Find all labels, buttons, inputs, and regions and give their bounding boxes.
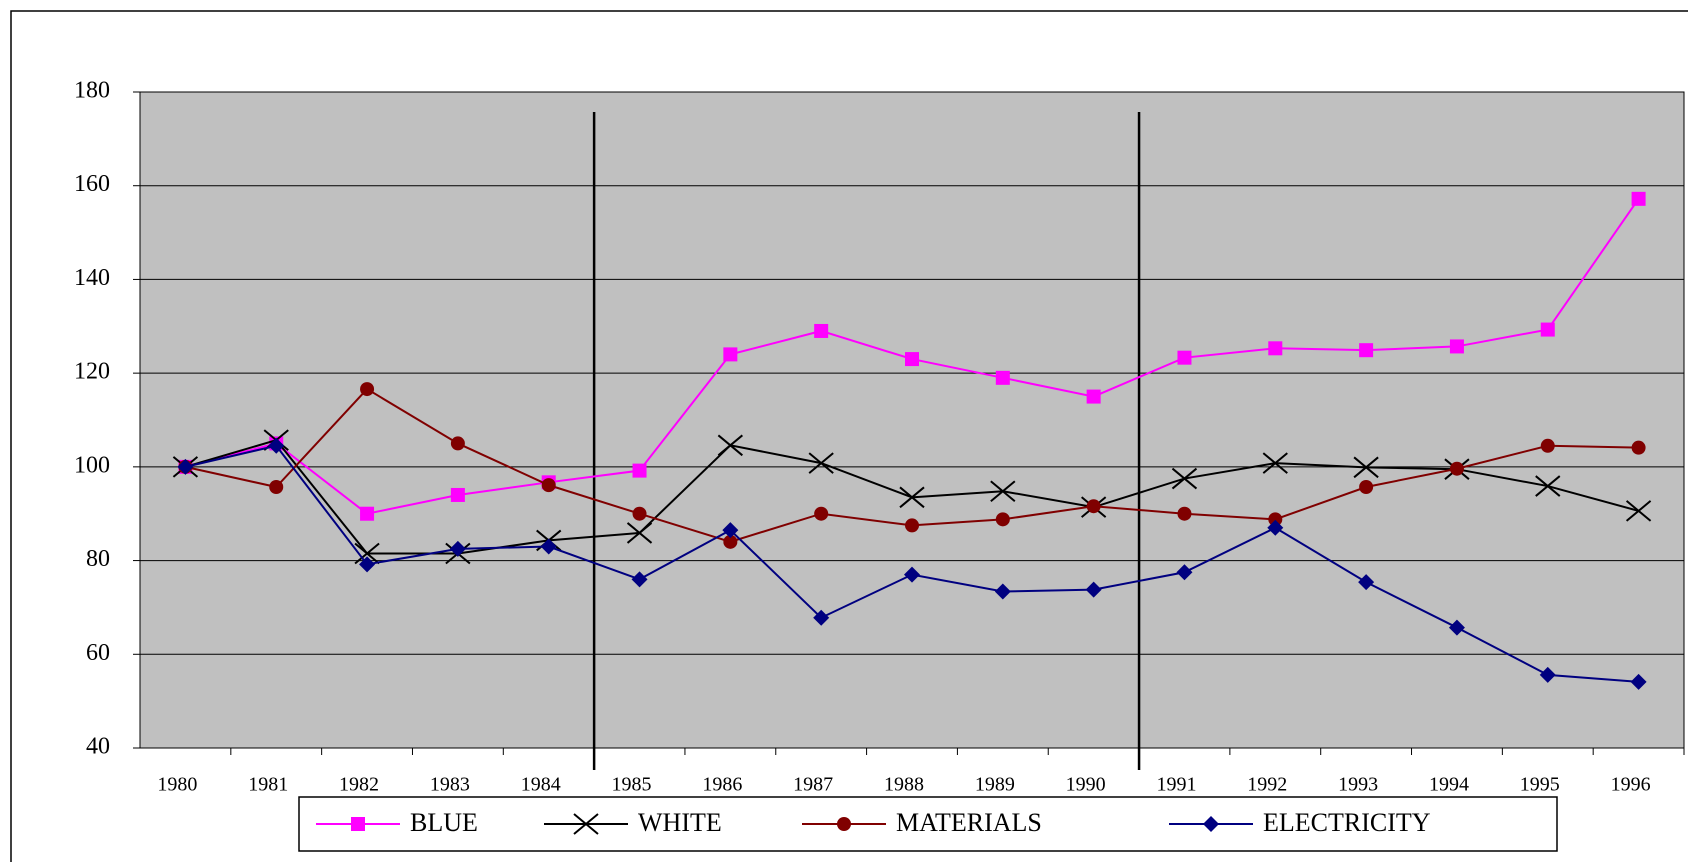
x-tick-label: 1996 — [1611, 774, 1651, 796]
marker — [1448, 619, 1465, 636]
legend-label: ELECTRICITY — [1263, 808, 1431, 837]
x-tick-label: 1986 — [702, 774, 742, 796]
marker — [1625, 500, 1652, 522]
x-tick-label: 1991 — [1156, 774, 1196, 796]
marker — [905, 518, 919, 533]
marker — [1535, 475, 1561, 497]
y-tick-label: 60 — [86, 640, 110, 666]
legend-marker — [351, 817, 365, 831]
marker — [1631, 440, 1646, 455]
y-tick-label: 120 — [74, 359, 110, 385]
marker — [360, 506, 375, 521]
marker — [360, 382, 375, 397]
marker — [1268, 512, 1283, 527]
x-tick-label: 1989 — [975, 774, 1015, 796]
marker — [990, 480, 1016, 502]
marker — [1631, 191, 1646, 206]
marker — [904, 566, 920, 583]
marker — [449, 540, 466, 557]
marker — [995, 370, 1010, 385]
marker — [626, 522, 653, 544]
marker — [1539, 666, 1556, 683]
legend-marker — [837, 817, 851, 831]
marker — [1171, 467, 1198, 490]
marker — [1085, 581, 1102, 598]
marker — [354, 542, 380, 565]
marker — [1262, 452, 1288, 474]
marker — [808, 452, 834, 474]
x-tick-label: 1985 — [612, 774, 652, 796]
x-tick-label: 1988 — [884, 774, 924, 796]
legend-box — [298, 796, 1558, 852]
marker — [450, 487, 465, 502]
x-tick-label: 1992 — [1247, 774, 1287, 796]
x-tick-label: 1981 — [248, 774, 288, 796]
x-tick-label: 1994 — [1429, 774, 1469, 796]
marker — [994, 583, 1011, 600]
x-tick-label: 1983 — [430, 774, 470, 796]
marker — [1540, 438, 1555, 453]
marker — [632, 463, 647, 478]
marker — [1268, 341, 1283, 356]
x-tick-label: 1984 — [521, 774, 561, 796]
y-tick-label: 80 — [86, 546, 110, 572]
marker — [541, 478, 556, 493]
marker — [899, 486, 925, 509]
marker — [1358, 574, 1375, 591]
marker — [1176, 564, 1193, 581]
x-tick-label: 1990 — [1066, 774, 1106, 796]
marker — [1353, 456, 1379, 479]
marker — [813, 609, 830, 626]
marker — [268, 437, 285, 454]
marker — [177, 458, 194, 475]
marker — [1086, 389, 1101, 404]
marker — [995, 512, 1010, 527]
marker — [722, 522, 739, 539]
marker — [1449, 339, 1464, 354]
marker — [1359, 343, 1374, 358]
plot-area — [139, 91, 1685, 749]
marker — [450, 436, 465, 451]
marker — [631, 571, 648, 588]
marker — [1540, 322, 1555, 337]
marker — [1359, 480, 1374, 495]
marker — [1267, 519, 1284, 536]
legend-marker — [1203, 816, 1219, 832]
marker — [1177, 506, 1192, 521]
marker — [359, 556, 376, 573]
y-tick-label: 40 — [86, 734, 110, 760]
marker — [814, 323, 829, 338]
marker — [723, 534, 738, 549]
x-tick-label: 1995 — [1520, 774, 1560, 796]
y-tick-label: 180 — [74, 78, 110, 104]
x-tick-label: 1993 — [1338, 774, 1378, 796]
marker — [269, 480, 284, 495]
marker — [1086, 499, 1101, 514]
y-tick-label: 160 — [74, 171, 110, 197]
marker — [1177, 350, 1192, 365]
marker — [1630, 673, 1647, 690]
x-tick-label: 1982 — [339, 774, 379, 796]
marker — [905, 352, 919, 367]
marker — [723, 347, 738, 362]
y-tick-label: 100 — [74, 452, 110, 478]
legend-label: WHITE — [638, 808, 722, 837]
marker — [814, 506, 829, 521]
legend-label: MATERIALS — [896, 808, 1042, 837]
marker — [632, 506, 647, 521]
chart-frame — [10, 10, 1688, 862]
marker — [1449, 461, 1464, 476]
marker — [540, 538, 557, 555]
legend-label: BLUE — [410, 808, 478, 837]
y-tick-label: 140 — [74, 265, 110, 291]
marker — [717, 434, 743, 457]
legend-marker — [573, 813, 599, 835]
x-tick-label: 1987 — [793, 774, 833, 796]
x-tick-label: 1980 — [157, 774, 197, 796]
